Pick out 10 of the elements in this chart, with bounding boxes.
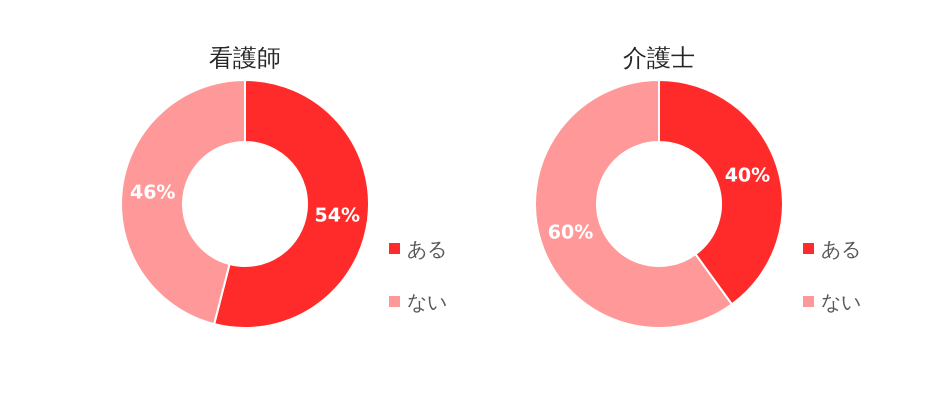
chart-title: 介護士 [623, 44, 695, 72]
data-label: 60% [548, 222, 594, 244]
legend-label: ない [821, 290, 861, 314]
data-label: 46% [130, 181, 176, 204]
data-label: 40% [724, 164, 770, 186]
legend-label: ない [407, 290, 447, 314]
chart-title: 看護師 [209, 44, 281, 72]
legend-label: ある [821, 237, 861, 261]
legend-label: ある [407, 237, 447, 261]
data-label: 54% [314, 204, 360, 227]
